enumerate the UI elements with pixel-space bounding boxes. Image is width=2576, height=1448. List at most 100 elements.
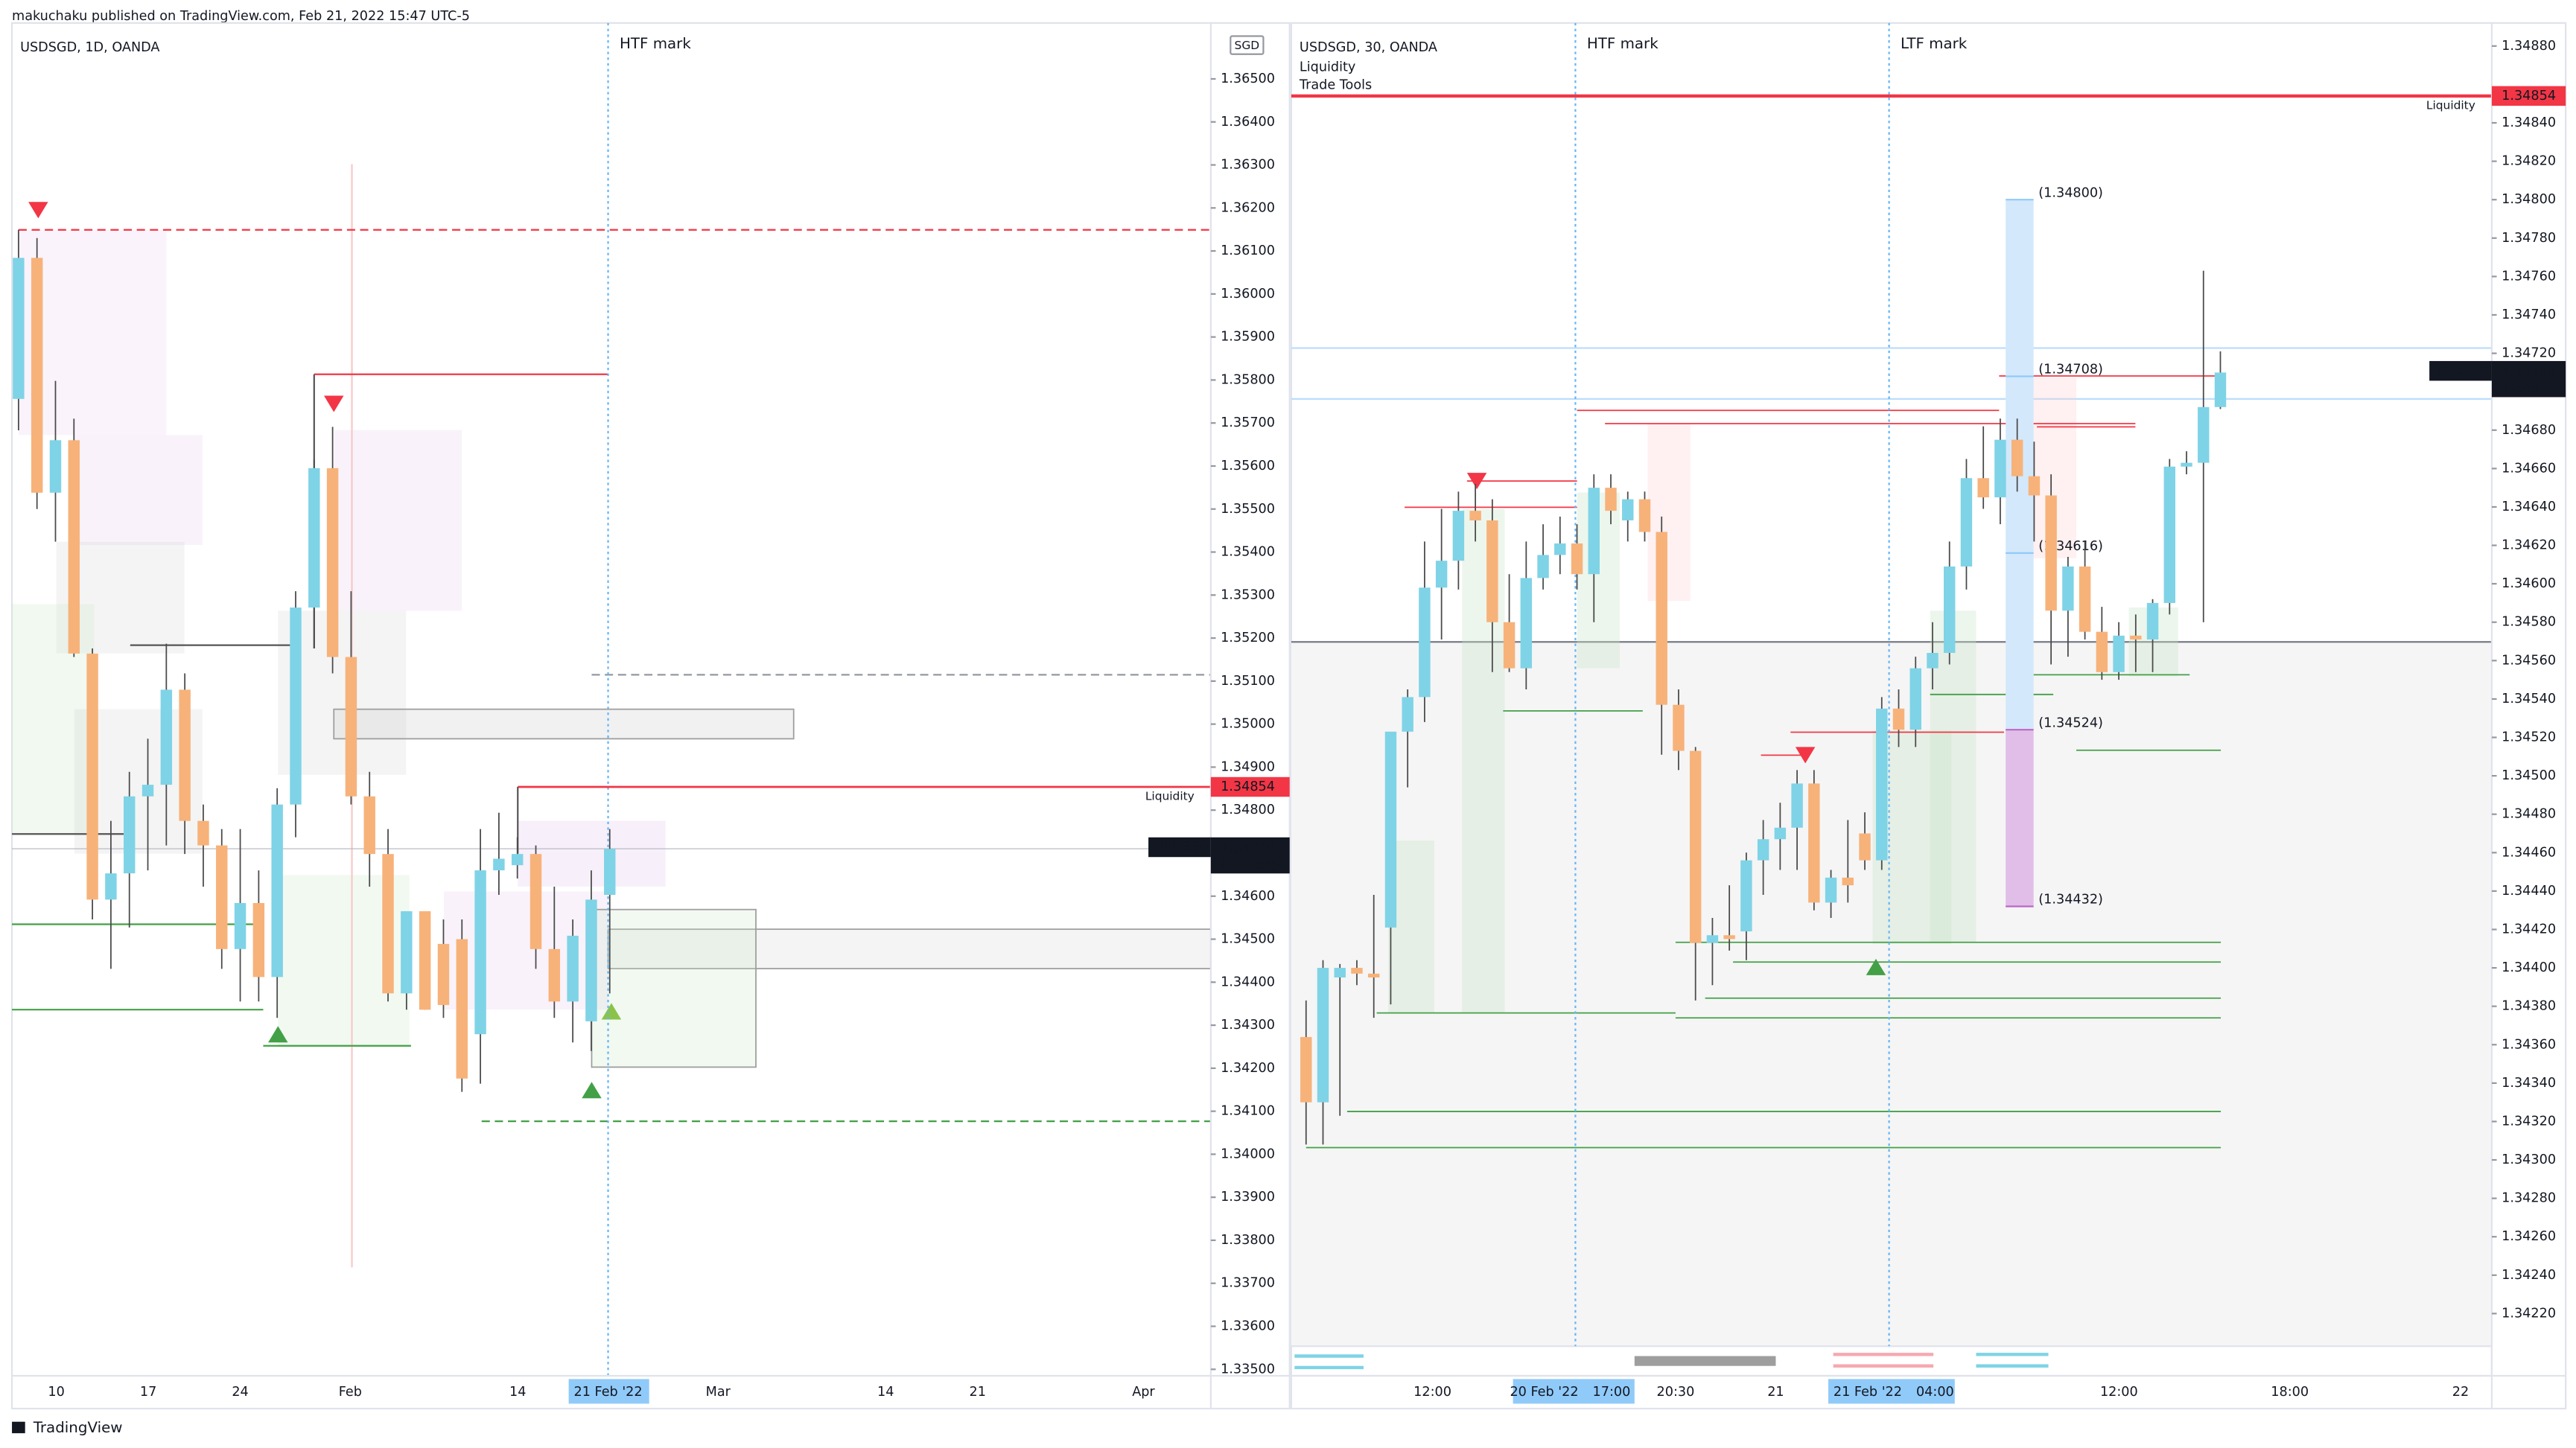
- liquidity-price: 1.34854: [1221, 779, 1275, 794]
- symbol-box: [2429, 360, 2492, 381]
- candle-body: [2130, 635, 2142, 640]
- candle-body: [1808, 783, 1820, 903]
- countdown: 12:45: [2502, 381, 2540, 396]
- candle-body: [1706, 935, 1719, 943]
- candle-body: [1435, 561, 1448, 588]
- candle-body: [1520, 578, 1533, 669]
- x-tick-label: 17: [140, 1385, 156, 1400]
- publisher: makuchaku published on TradingView.com, …: [12, 9, 470, 24]
- liquidity-label: Liquidity: [2426, 99, 2475, 112]
- candle-body: [2113, 635, 2125, 672]
- y-tick-label: 1.35300: [1221, 587, 1275, 602]
- candle-body: [1960, 478, 1973, 567]
- y-tick-label: 1.34720: [2502, 346, 2556, 361]
- candle-body: [271, 804, 283, 977]
- candle-body: [1689, 750, 1702, 943]
- level-label: (1.34708): [2038, 363, 2103, 377]
- candle-body: [1723, 935, 1735, 940]
- drawing-box: [607, 928, 1212, 969]
- candle-body: [49, 440, 62, 493]
- drawing-box: [334, 430, 462, 611]
- signal-arrow: [601, 1003, 622, 1020]
- candle-body: [1300, 1036, 1312, 1103]
- candle-body: [290, 607, 302, 805]
- y-tick-label: 1.36100: [1221, 243, 1275, 258]
- candle-body: [86, 653, 98, 900]
- candle-body: [1486, 520, 1498, 622]
- candle-body: [1588, 488, 1600, 575]
- candle-body: [1469, 511, 1481, 521]
- indicator-name: Liquidity: [1300, 60, 1355, 74]
- symbol: USDSGD: [2436, 363, 2489, 377]
- brand-logo: [12, 1421, 25, 1434]
- signal-arrow: [1466, 473, 1487, 490]
- candle-body: [160, 689, 173, 785]
- candle-body: [1419, 587, 1431, 698]
- signal-arrow: [324, 395, 344, 412]
- candle-body: [474, 870, 486, 1035]
- signal-arrow: [28, 202, 48, 219]
- y-tick-label: 1.34640: [2502, 500, 2556, 514]
- candle-body: [585, 899, 597, 1021]
- candle-body: [2181, 462, 2192, 467]
- candle-body: [308, 468, 320, 608]
- time-highlight-box: [1513, 1379, 1635, 1404]
- y-tick-label: 1.34780: [2502, 231, 2556, 246]
- candle-body: [1605, 488, 1617, 511]
- candle-body: [197, 820, 209, 846]
- candle-body: [1317, 968, 1329, 1103]
- x-tick-label: 18:00: [2271, 1385, 2309, 1400]
- y-tick-label: 1.34300: [1221, 1018, 1275, 1033]
- level-zone: [2006, 730, 2034, 907]
- y-tick-label: 1.34820: [2502, 154, 2556, 169]
- candle-body: [234, 902, 247, 949]
- last-price-box: [2491, 360, 2566, 398]
- candle-body: [1367, 973, 1380, 977]
- signal-arrow: [268, 1026, 288, 1043]
- y-tick-label: 1.34500: [2502, 768, 2556, 783]
- candle-body: [1977, 478, 1989, 498]
- symbol: USDSGD: [1155, 839, 1208, 853]
- y-tick-label: 1.34360: [2502, 1037, 2556, 1052]
- candle-body: [1909, 668, 1921, 730]
- candle-body: [2096, 631, 2108, 672]
- symbol-box: [1148, 837, 1211, 858]
- y-tick-label: 1.35700: [1221, 415, 1275, 430]
- candle-body: [1351, 968, 1363, 974]
- last-price: 1.34710: [1221, 841, 1275, 856]
- x-tick-label: 24: [232, 1385, 248, 1400]
- indicator-bar: [1634, 1356, 1776, 1366]
- x-highlight-label: 17:00: [1593, 1385, 1631, 1400]
- liquidity-label: Liquidity: [1145, 790, 1195, 803]
- y-tick-label: 1.35900: [1221, 330, 1275, 345]
- drawing-box: [333, 708, 795, 740]
- candle-body: [604, 849, 616, 896]
- y-tick-label: 1.34600: [1221, 889, 1275, 904]
- candle-body: [1571, 543, 1583, 575]
- y-tick-label: 1.34220: [2502, 1306, 2556, 1321]
- y-tick-label: 1.34500: [1221, 932, 1275, 947]
- x-tick-label: 12:00: [2100, 1385, 2138, 1400]
- y-tick-label: 1.34100: [1221, 1104, 1275, 1119]
- candle-body: [2214, 372, 2227, 407]
- chart-title: USDSGD, 1D, OANDA: [20, 40, 159, 55]
- liquidity-price-box: [1210, 776, 1290, 797]
- y-tick-label: 1.33700: [1221, 1276, 1275, 1291]
- y-tick-label: 1.34680: [2502, 423, 2556, 438]
- candle-body: [1943, 566, 1956, 654]
- candle-body: [1622, 499, 1634, 521]
- signal-arrow: [582, 1082, 602, 1099]
- candle-body: [2062, 566, 2074, 611]
- y-tick-label: 1.34400: [1221, 975, 1275, 989]
- indicator-name: Trade Tools: [1299, 78, 1372, 93]
- last-price: 1.34710: [2502, 365, 2556, 380]
- chart-title: USDSGD, 30, OANDA: [1300, 40, 1437, 55]
- candle-body: [1892, 708, 1905, 730]
- candle-body: [1638, 499, 1651, 532]
- brand: TradingView: [33, 1419, 123, 1436]
- y-tick-label: 1.34340: [2502, 1076, 2556, 1091]
- y-tick-label: 1.34260: [2502, 1229, 2556, 1244]
- candle-body: [252, 902, 265, 977]
- time-highlight-box: [1828, 1379, 1955, 1404]
- candle-body: [1825, 877, 1837, 903]
